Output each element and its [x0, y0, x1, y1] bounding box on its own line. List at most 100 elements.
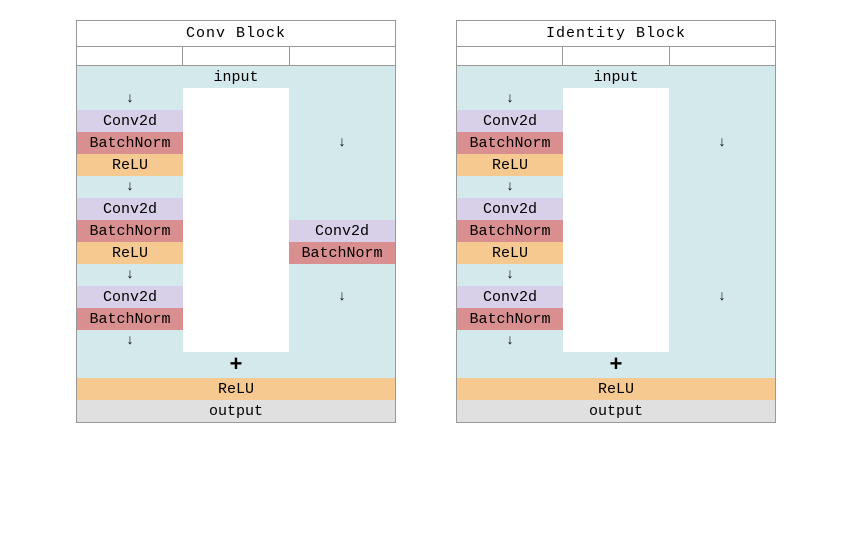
row-3col: BatchNorm Conv2d: [77, 220, 395, 242]
row-3col: ReLU BatchNorm: [77, 242, 395, 264]
block-diagram: Conv Blockinput↓Conv2dBatchNorm↓ReLU↓Con…: [76, 20, 396, 423]
row-3col: ↓: [457, 264, 775, 286]
row-3col: ↓: [77, 176, 395, 198]
cell-arrow: ↓: [669, 286, 775, 308]
cell-relu: ReLU: [77, 154, 183, 176]
cell-conv: Conv2d: [457, 198, 563, 220]
cell-arrow: ↓: [457, 176, 563, 198]
cell-arrow: ↓: [457, 88, 563, 110]
cell-empty: [183, 242, 289, 264]
cell-conv: Conv2d: [289, 220, 395, 242]
row-input: input: [77, 66, 395, 88]
cell-empty: [669, 88, 775, 110]
cell-empty: [183, 198, 289, 220]
subheader: [457, 47, 775, 66]
cell-empty: [669, 176, 775, 198]
row-3col: BatchNorm: [457, 308, 775, 330]
row-3col: BatchNorm ↓: [457, 132, 775, 154]
cell-arrow: ↓: [77, 330, 183, 352]
row-3col: Conv2d: [77, 110, 395, 132]
cell-empty: [563, 330, 669, 352]
cell-empty: [289, 264, 395, 286]
cell-arrow: ↓: [77, 264, 183, 286]
row-3col: ↓: [457, 88, 775, 110]
row-3col: Conv2d: [457, 198, 775, 220]
row-input: input: [457, 66, 775, 88]
row-3col: ReLU: [77, 154, 395, 176]
cell-bn: BatchNorm: [289, 242, 395, 264]
row-3col: BatchNorm: [457, 220, 775, 242]
row-3col: BatchNorm ↓: [77, 132, 395, 154]
cell-empty: [183, 88, 289, 110]
cell-empty: [289, 198, 395, 220]
cell-empty: [289, 176, 395, 198]
cell-bn: BatchNorm: [77, 132, 183, 154]
row-3col: ReLU: [457, 242, 775, 264]
cell-arrow: ↓: [457, 264, 563, 286]
row-3col: ↓: [77, 88, 395, 110]
cell-empty: [563, 198, 669, 220]
cell-arrow: ↓: [289, 132, 395, 154]
cell-empty: [669, 154, 775, 176]
row-output: output: [77, 400, 395, 422]
subheader: [77, 47, 395, 66]
row-3col: Conv2d: [457, 110, 775, 132]
cell-empty: [563, 132, 669, 154]
row-plus: +: [77, 352, 395, 378]
cell-empty: [563, 154, 669, 176]
cell-conv: Conv2d: [77, 110, 183, 132]
row-3col: Conv2d ↓: [77, 286, 395, 308]
cell-relu: ReLU: [457, 154, 563, 176]
cell-empty: [563, 286, 669, 308]
cell-empty: [289, 308, 395, 330]
cell-empty: [289, 110, 395, 132]
cell-empty: [289, 154, 395, 176]
cell-relu: ReLU: [457, 242, 563, 264]
cell-arrow: ↓: [669, 132, 775, 154]
row-3col: ↓: [77, 264, 395, 286]
cell-arrow: ↓: [77, 88, 183, 110]
cell-bn: BatchNorm: [457, 220, 563, 242]
row-3col: Conv2d: [77, 198, 395, 220]
cell-empty: [563, 176, 669, 198]
row-3col: ReLU: [457, 154, 775, 176]
row-relu: ReLU: [77, 378, 395, 400]
cell-empty: [669, 264, 775, 286]
cell-relu: ReLU: [77, 242, 183, 264]
cell-empty: [669, 308, 775, 330]
cell-arrow: ↓: [457, 330, 563, 352]
block-title: Conv Block: [77, 21, 395, 47]
row-3col: ↓: [457, 330, 775, 352]
cell-empty: [563, 110, 669, 132]
cell-empty: [669, 242, 775, 264]
cell-empty: [183, 154, 289, 176]
cell-bn: BatchNorm: [457, 132, 563, 154]
cell-empty: [183, 110, 289, 132]
cell-conv: Conv2d: [77, 286, 183, 308]
row-output: output: [457, 400, 775, 422]
block-diagram: Identity Blockinput↓Conv2dBatchNorm↓ReLU…: [456, 20, 776, 423]
cell-empty: [563, 242, 669, 264]
cell-empty: [183, 286, 289, 308]
row-relu: ReLU: [457, 378, 775, 400]
cell-empty: [669, 220, 775, 242]
cell-empty: [289, 88, 395, 110]
cell-empty: [183, 308, 289, 330]
cell-bn: BatchNorm: [457, 308, 563, 330]
cell-empty: [183, 264, 289, 286]
cell-bn: BatchNorm: [77, 220, 183, 242]
cell-empty: [563, 264, 669, 286]
block-title: Identity Block: [457, 21, 775, 47]
cell-empty: [183, 132, 289, 154]
row-3col: ↓: [457, 176, 775, 198]
row-3col: Conv2d ↓: [457, 286, 775, 308]
cell-arrow: ↓: [289, 286, 395, 308]
row-plus: +: [457, 352, 775, 378]
cell-conv: Conv2d: [77, 198, 183, 220]
cell-arrow: ↓: [77, 176, 183, 198]
row-3col: BatchNorm: [77, 308, 395, 330]
cell-empty: [563, 88, 669, 110]
cell-conv: Conv2d: [457, 110, 563, 132]
cell-bn: BatchNorm: [77, 308, 183, 330]
cell-conv: Conv2d: [457, 286, 563, 308]
